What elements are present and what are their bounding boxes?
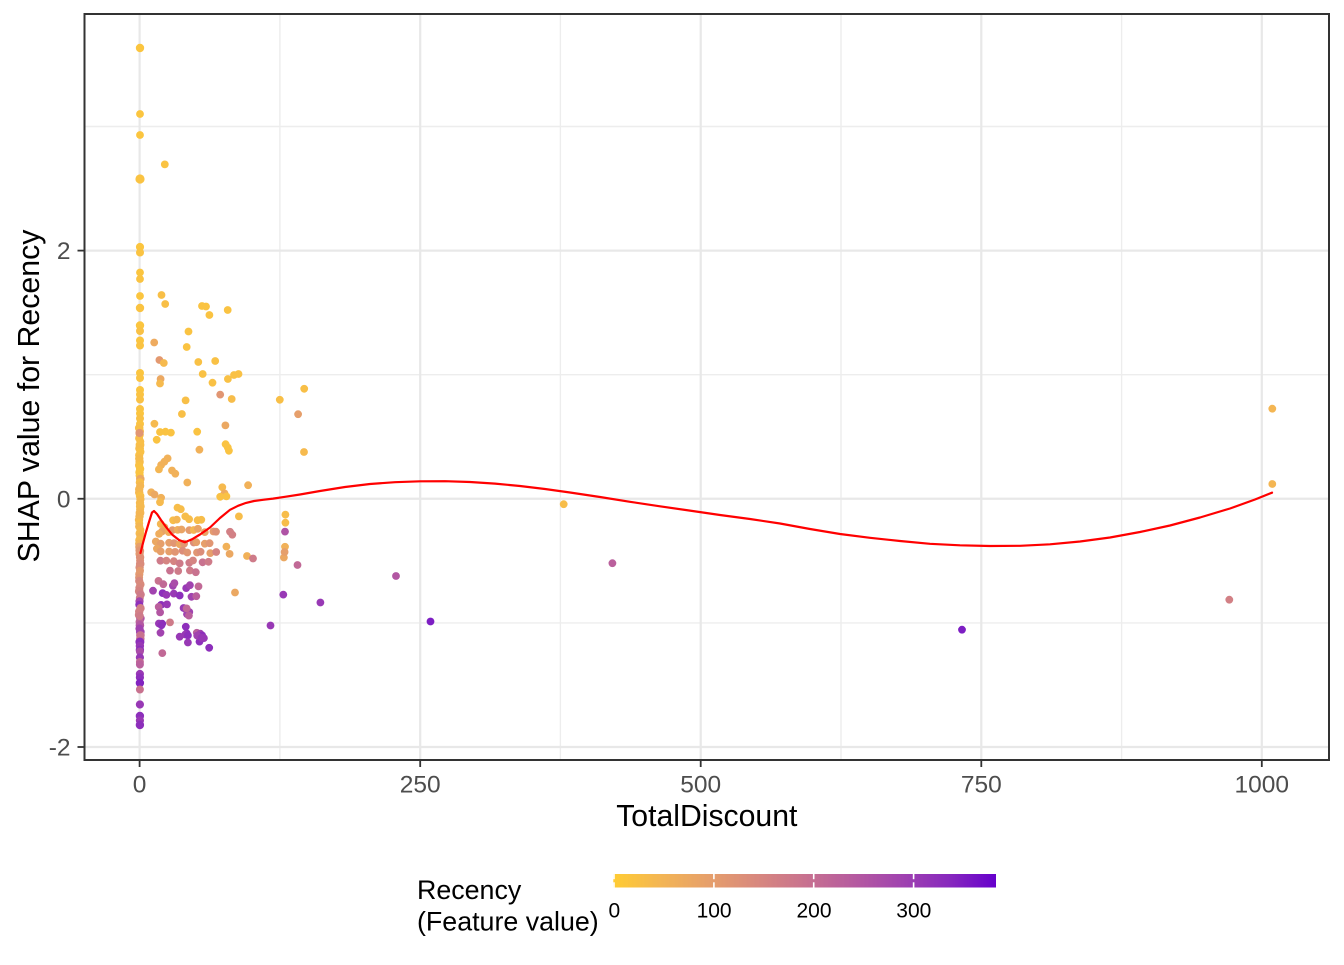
svg-text:0: 0 bbox=[57, 486, 71, 513]
svg-text:SHAP value for Recency: SHAP value for Recency bbox=[13, 229, 46, 563]
svg-text:250: 250 bbox=[400, 772, 441, 799]
svg-text:100: 100 bbox=[697, 899, 732, 922]
svg-text:(Feature value): (Feature value) bbox=[417, 907, 599, 937]
svg-text:200: 200 bbox=[796, 899, 831, 922]
svg-text:Recency: Recency bbox=[417, 875, 522, 905]
svg-text:1000: 1000 bbox=[1235, 772, 1290, 799]
svg-text:0: 0 bbox=[608, 899, 620, 922]
svg-text:-2: -2 bbox=[49, 735, 71, 762]
svg-text:500: 500 bbox=[680, 772, 721, 799]
svg-text:300: 300 bbox=[896, 899, 931, 922]
svg-text:TotalDiscount: TotalDiscount bbox=[616, 800, 798, 833]
svg-text:2: 2 bbox=[57, 238, 71, 265]
svg-text:0: 0 bbox=[133, 772, 147, 799]
svg-text:750: 750 bbox=[961, 772, 1002, 799]
